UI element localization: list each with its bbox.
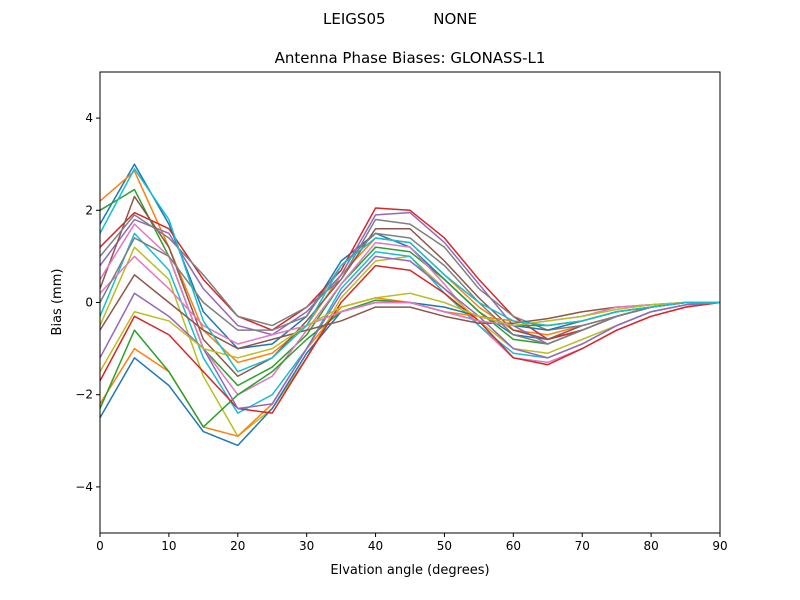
x-tick-label: 90 [712,539,727,553]
y-tick-label: 4 [85,111,93,125]
chart-title: Antenna Phase Biases: GLONASS-L1 [275,49,546,67]
y-tick-label: 2 [85,203,93,217]
x-tick-label: 80 [643,539,658,553]
x-tick-label: 0 [96,539,104,553]
x-tick-label: 10 [161,539,176,553]
y-tick-label: 0 [85,296,93,310]
suptitle: LEIGS05 NONE [323,10,477,28]
x-tick-label: 70 [575,539,590,553]
plot-area [100,163,720,447]
series-line [100,255,720,345]
y-tick-label: −4 [75,480,93,494]
x-tick-label: 40 [368,539,383,553]
y-tick-label: −2 [75,388,93,402]
x-tick-label: 50 [437,539,452,553]
x-tick-label: 20 [230,539,245,553]
series-line [100,292,720,373]
series-line [100,264,720,414]
x-axis-label: Elvation angle (degrees) [330,563,489,578]
y-axis-label: Bias (mm) [50,269,65,336]
series-line [100,232,720,345]
series-line [100,168,720,373]
x-tick-label: 60 [506,539,521,553]
x-tick-label: 30 [299,539,314,553]
